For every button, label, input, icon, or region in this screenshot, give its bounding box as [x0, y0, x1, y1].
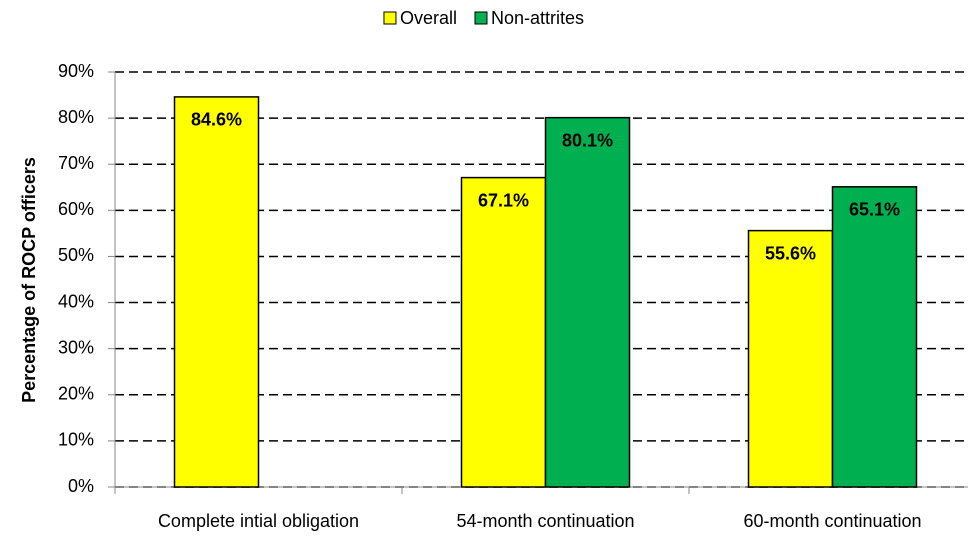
y-tick-label: 0%: [68, 476, 94, 496]
y-axis-label: Percentage of ROCP officers: [19, 157, 39, 403]
value-label: 84.6%: [191, 110, 242, 130]
value-label: 65.1%: [849, 200, 900, 220]
x-tick-label: Complete intial obligation: [158, 511, 359, 531]
y-tick-label: 70%: [58, 153, 94, 173]
y-tick-label: 80%: [58, 107, 94, 127]
value-label: 55.6%: [765, 243, 816, 263]
y-tick-label: 20%: [58, 384, 94, 404]
bar: [173, 96, 260, 488]
y-tick-label: 10%: [58, 430, 94, 450]
x-tick-label: 54-month continuation: [456, 511, 634, 531]
y-tick-label: 30%: [58, 337, 94, 357]
legend-label: Non-attrites: [491, 8, 584, 28]
y-tick-label: 60%: [58, 199, 94, 219]
bar: [544, 116, 631, 488]
bar: [460, 176, 547, 488]
legend-swatch: [383, 11, 397, 25]
y-tick-label: 90%: [58, 61, 94, 81]
legend-swatch: [474, 11, 488, 25]
value-label: 80.1%: [562, 130, 613, 150]
legend-label: Overall: [400, 8, 457, 28]
value-label: 67.1%: [478, 190, 529, 210]
x-tick-label: 60-month continuation: [743, 511, 921, 531]
y-tick-label: 50%: [58, 245, 94, 265]
bar: [747, 229, 834, 488]
bar: [831, 186, 918, 488]
y-tick-label: 40%: [58, 291, 94, 311]
